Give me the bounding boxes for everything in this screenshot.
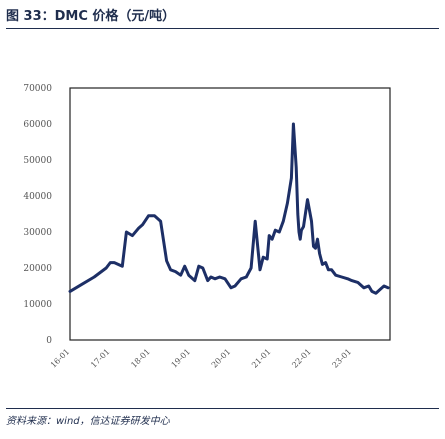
y-tick-label: 70000	[23, 84, 52, 94]
x-axis-ticks: 16-01 17-01 18-01 19-01 20-01 21-01 22-01 23-01	[49, 347, 353, 370]
source-rule	[6, 408, 439, 409]
y-tick-label: 40000	[23, 192, 52, 202]
y-axis-ticks: 0 10000 20000 30000 40000 50000 60000 70000	[23, 84, 52, 346]
title-rule	[6, 28, 439, 29]
y-tick-label: 60000	[23, 120, 52, 130]
x-tick-label: 22-01	[290, 347, 313, 370]
x-tick-label: 21-01	[250, 347, 273, 370]
x-tick-label: 18-01	[129, 347, 152, 370]
source-note: 资料来源：wind，信达证券研发中心	[6, 416, 170, 427]
x-tick-label: 23-01	[331, 347, 354, 370]
y-tick-label: 10000	[23, 300, 52, 310]
figure-title: 图 33：DMC 价格（元/吨）	[6, 9, 176, 24]
dmc-price-series-line	[68, 122, 390, 295]
x-tick-label: 20-01	[210, 347, 233, 370]
x-tick-label: 19-01	[169, 347, 192, 370]
y-tick-label: 20000	[23, 264, 52, 274]
y-tick-label: 50000	[23, 156, 52, 166]
y-tick-label: 0	[46, 336, 52, 346]
x-tick-label: 17-01	[89, 347, 112, 370]
x-tick-label: 16-01	[49, 347, 72, 370]
plot-frame	[69, 87, 391, 341]
y-tick-label: 30000	[23, 228, 52, 238]
